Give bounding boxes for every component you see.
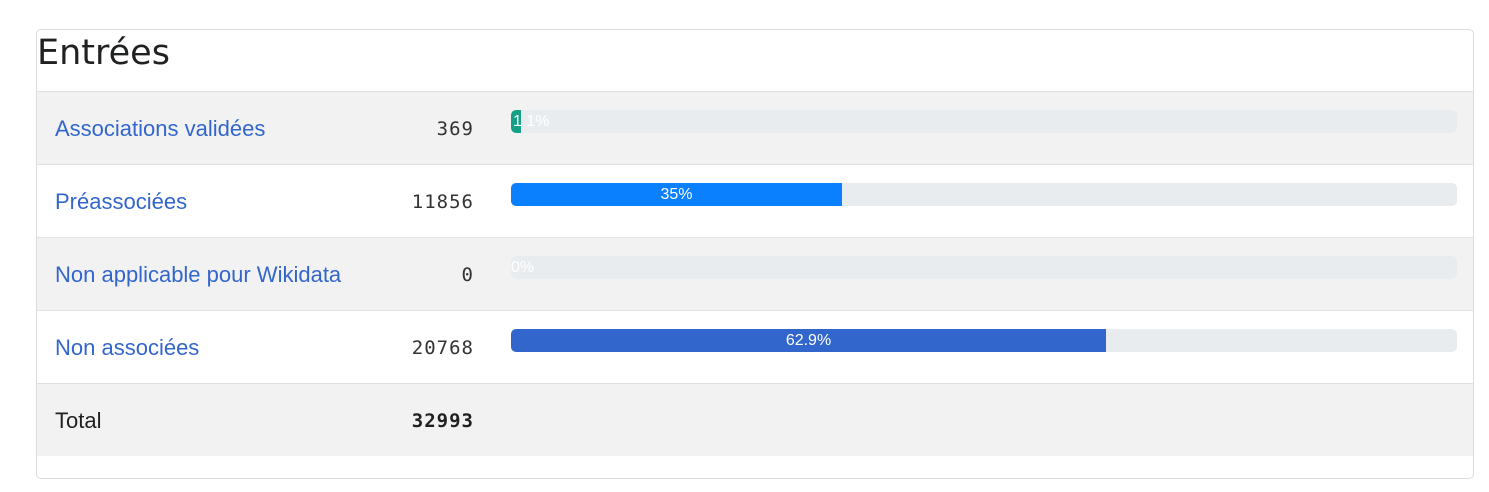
total-row: Total 32993 xyxy=(37,384,1473,456)
progress-bar-track: 0% xyxy=(511,256,1457,279)
entries-card: Entrées Associations validées 369 1.1% P… xyxy=(36,29,1474,479)
progress-label: 0% xyxy=(511,259,535,276)
row-count: 0 xyxy=(461,264,474,286)
row-link-validated[interactable]: Associations validées xyxy=(55,116,266,141)
progress-bar-fill xyxy=(511,110,521,133)
card-title: Entrées xyxy=(37,30,1473,92)
row-count: 369 xyxy=(436,118,474,140)
row-link-not-applicable[interactable]: Non applicable pour Wikidata xyxy=(55,262,342,287)
progress-label: 35% xyxy=(660,186,693,203)
row-count: 11856 xyxy=(411,191,474,213)
progress-bar-track: 1.1% xyxy=(511,110,1457,133)
row-link-preassociated[interactable]: Préassociées xyxy=(55,189,188,214)
stats-table: Associations validées 369 1.1% Préassoci… xyxy=(37,92,1473,456)
row-count: 20768 xyxy=(411,337,474,359)
table-row: Non applicable pour Wikidata 0 0% xyxy=(37,238,1473,311)
progress-bar-fill: 35% xyxy=(511,183,842,206)
progress-bar-track: 35% xyxy=(511,183,1457,206)
table-row: Préassociées 11856 35% xyxy=(37,165,1473,238)
table-row: Non associées 20768 62.9% xyxy=(37,311,1473,384)
total-count: 32993 xyxy=(411,410,474,432)
table-row: Associations validées 369 1.1% xyxy=(37,92,1473,165)
progress-bar-track: 62.9% xyxy=(511,329,1457,352)
row-link-not-associated[interactable]: Non associées xyxy=(55,335,200,360)
progress-bar-fill: 62.9% xyxy=(511,329,1106,352)
progress-label: 62.9% xyxy=(785,332,832,349)
progress-label: 1.1% xyxy=(513,113,550,130)
total-label: Total xyxy=(55,408,102,433)
